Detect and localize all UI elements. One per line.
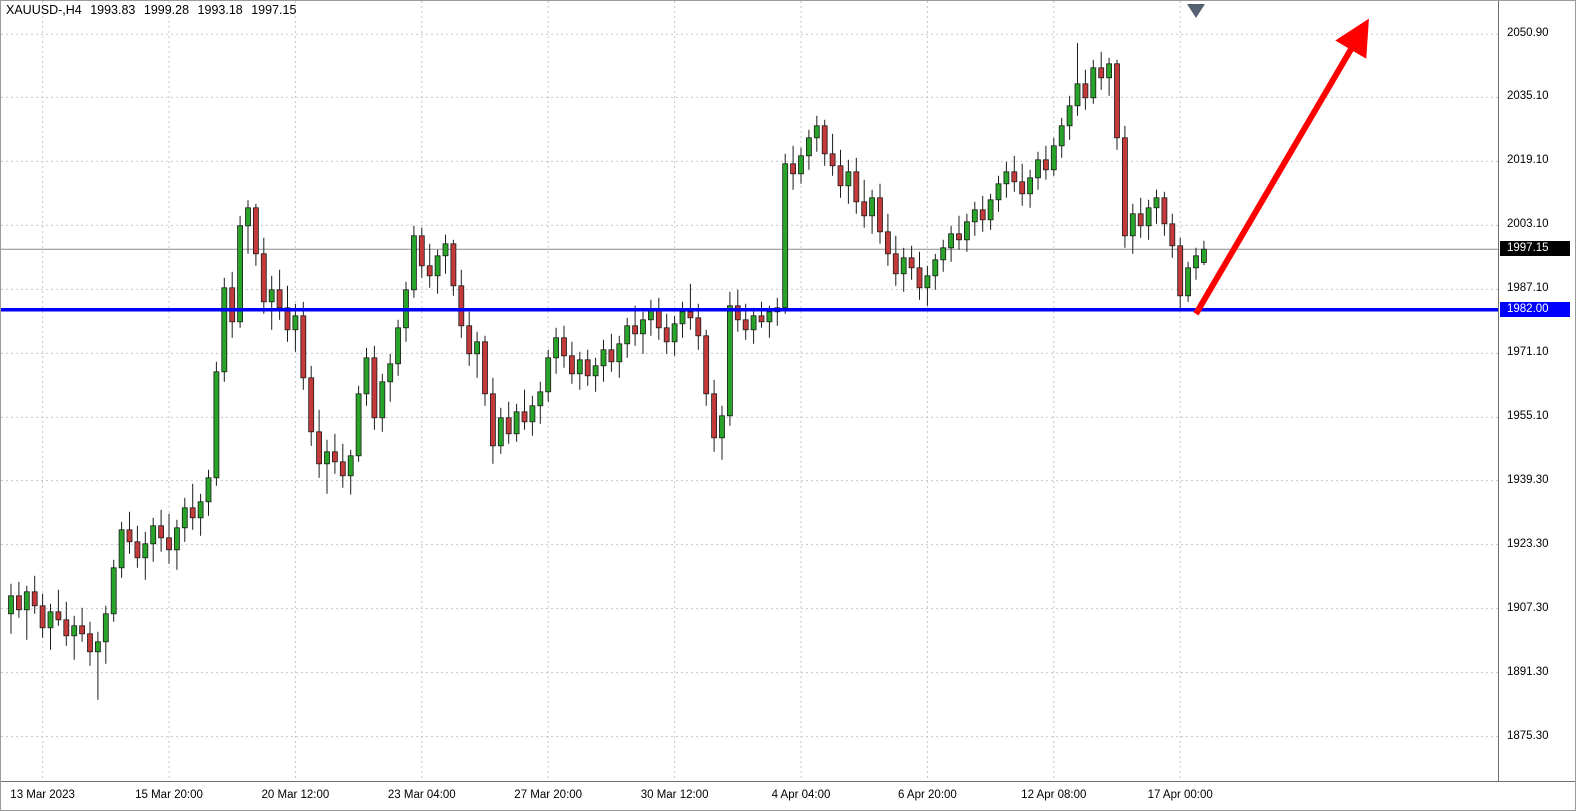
time-tick-label: 15 Mar 20:00 (135, 789, 203, 801)
time-tick-label: 6 Apr 20:00 (897, 789, 957, 801)
price-tick-label: 1971.10 (1507, 346, 1549, 359)
price-tick-label: 2050.90 (1507, 27, 1549, 40)
current-price-tag: 1997.15 (1500, 241, 1570, 257)
axis-separator-horizontal (1, 781, 1575, 782)
price-tick-label: 2003.10 (1507, 218, 1549, 231)
time-tick-label: 20 Mar 12:00 (261, 789, 330, 801)
candles-group (8, 43, 1207, 700)
ohlc-open: 1993.83 (90, 3, 136, 17)
ohlc-header: XAUUSD-,H4 1993.83 1999.28 1993.18 1997.… (6, 3, 301, 17)
price-tick-label: 1891.30 (1507, 665, 1549, 678)
time-tick-label: 17 Apr 00:00 (1147, 789, 1213, 801)
time-tick-label: 30 Mar 12:00 (640, 789, 709, 801)
symbol-period-label: XAUUSD-,H4 (6, 3, 82, 17)
chart-canvas[interactable] (1, 1, 1498, 781)
price-axis[interactable]: 2050.90 2035.10 2019.10 2003.10 1987.10 1971.… (1499, 1, 1575, 781)
ohlc-high: 1999.28 (143, 3, 190, 17)
price-tick-label: 1987.10 (1507, 282, 1549, 295)
ohlc-close: 1997.15 (251, 3, 297, 17)
price-tick-label: 1939.30 (1507, 473, 1549, 486)
ohlc-low: 1993.18 (197, 3, 243, 17)
time-axis[interactable]: 13 Mar 2023 15 Mar 20:00 20 Mar 12:00 23 Ma… (1, 782, 1498, 810)
axis-separator-vertical (1498, 1, 1499, 781)
grid (1, 1, 1498, 781)
trend-arrow[interactable] (1193, 18, 1369, 316)
price-tick-label: 1923.30 (1507, 537, 1549, 550)
time-tick-label: 23 Mar 04:00 (387, 789, 456, 801)
time-tick-label: 27 Mar 20:00 (514, 789, 583, 801)
price-tick-label: 1907.30 (1507, 601, 1549, 614)
time-tick-label: 13 Mar 2023 (10, 789, 75, 801)
price-tick-label: 1875.30 (1507, 729, 1549, 742)
chart-plot-area[interactable]: XAUUSD-,H4 1993.83 1999.28 1993.18 1997.… (1, 1, 1498, 781)
time-tick-label: 4 Apr 04:00 (771, 789, 831, 801)
price-tick-label: 2035.10 (1507, 90, 1549, 103)
price-tick-label: 1955.10 (1507, 410, 1549, 423)
chart-shift-marker-icon[interactable] (1187, 4, 1205, 18)
time-tick-label: 12 Apr 08:00 (1021, 789, 1087, 801)
support-price-tag: 1982.00 (1500, 301, 1570, 317)
price-tick-label: 2019.10 (1507, 154, 1549, 167)
